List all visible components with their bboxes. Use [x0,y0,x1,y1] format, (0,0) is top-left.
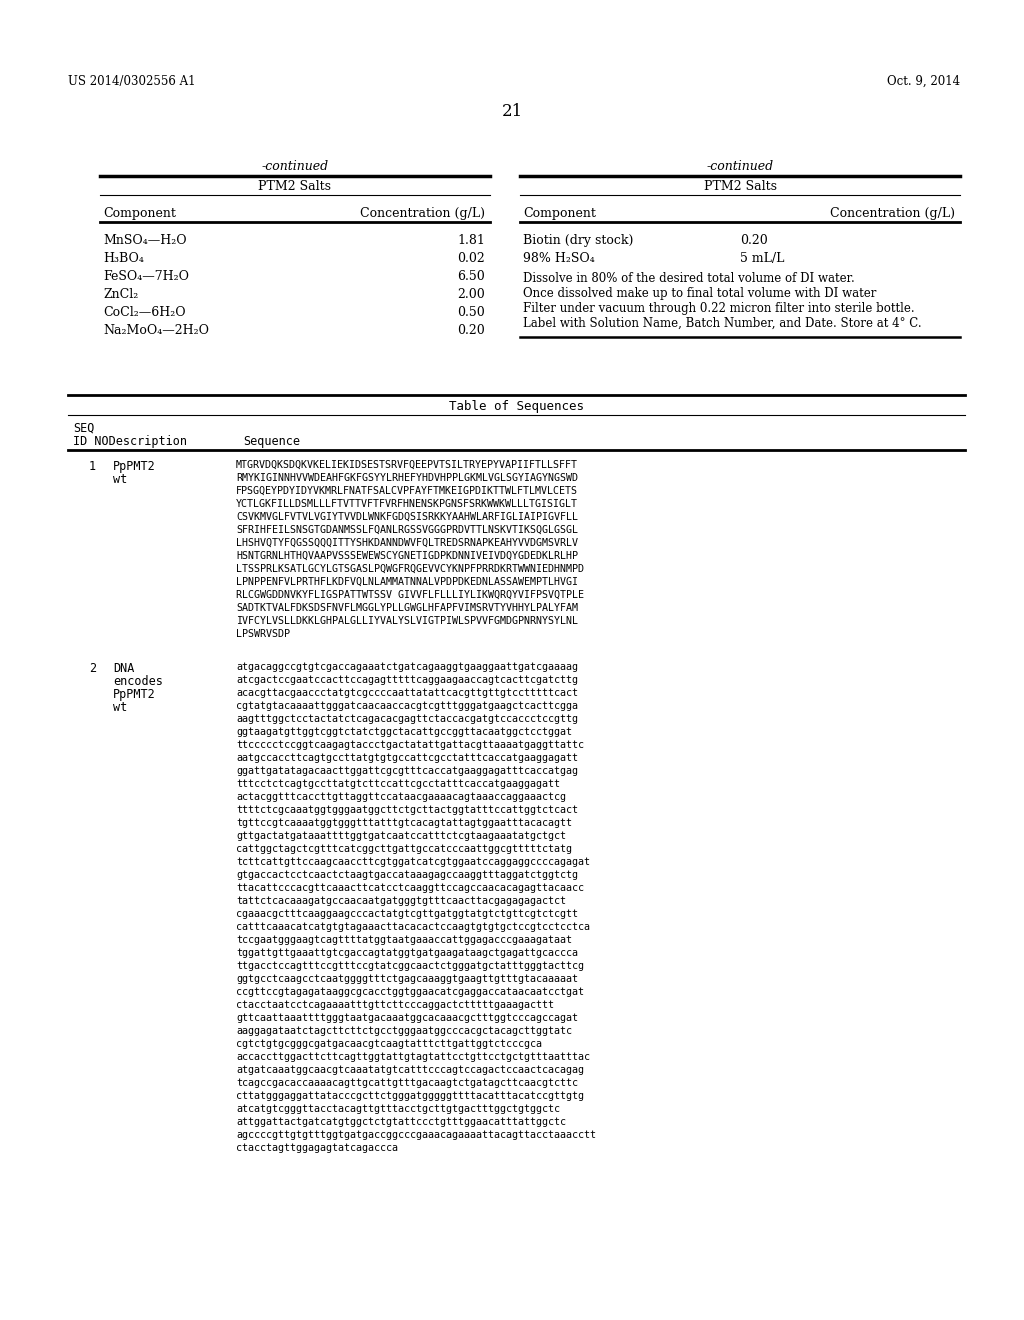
Text: wt: wt [113,701,127,714]
Text: DNA: DNA [113,663,134,675]
Text: MTGRVDQKSDQKVKELIEKIDSESTSRVFQEEPVTSILTRYEPYVAPIIFTLLSFFT: MTGRVDQKSDQKVKELIEKIDSESTSRVFQEEPVTSILTR… [236,459,578,470]
Text: ccgttccgtagagataaggcgcacctggtggaacatcgaggaccataacaatcctgat: ccgttccgtagagataaggcgcacctggtggaacatcgag… [236,987,584,997]
Text: Dissolve in 80% of the desired total volume of DI water.: Dissolve in 80% of the desired total vol… [523,272,855,285]
Text: 5 mL/L: 5 mL/L [740,252,784,265]
Text: wt: wt [113,473,127,486]
Text: tccgaatgggaagtcagttttatggtaatgaaaccattggagacccgaaagataat: tccgaatgggaagtcagttttatggtaatgaaaccattgg… [236,935,572,945]
Text: ggattgatatagacaacttggattcgcgtttcaccatgaaggagatttcaccatgag: ggattgatatagacaacttggattcgcgtttcaccatgaa… [236,766,578,776]
Text: gttcaattaaattttgggtaatgacaaatggcacaaacgctttggtcccagccagat: gttcaattaaattttgggtaatgacaaatggcacaaacgc… [236,1012,578,1023]
Text: LPSWRVSDP: LPSWRVSDP [236,630,290,639]
Text: Concentration (g/L): Concentration (g/L) [830,207,955,220]
Text: gttgactatgataaattttggtgatcaatccatttctcgtaagaaatatgctgct: gttgactatgataaattttggtgatcaatccatttctcgt… [236,832,566,841]
Text: Concentration (g/L): Concentration (g/L) [360,207,485,220]
Text: Sequence: Sequence [243,436,300,447]
Text: acacgttacgaaccctatgtcgccccaattatattcacgttgttgtcctttttcact: acacgttacgaaccctatgtcgccccaattatattcacgt… [236,688,578,698]
Text: SADTKTVALFDKSDSFNVFLMGGLYPLLGWGLHFAPFVIMSRVTYVHHYLPALYFAM: SADTKTVALFDKSDSFNVFLMGGLYPLLGWGLHFAPFVIM… [236,603,578,612]
Text: tcttcattgttccaagcaaccttcgtggatcatcgtggaatccaggaggccccagagat: tcttcattgttccaagcaaccttcgtggatcatcgtggaa… [236,857,590,867]
Text: Oct. 9, 2014: Oct. 9, 2014 [887,75,961,88]
Text: LTSSPRLKSATLGCYLGTSGASLPQWGFRQGEVVCYKNPFPRRDKRTWWNIEDHNMPD: LTSSPRLKSATLGCYLGTSGASLPQWGFRQGEVVCYKNPF… [236,564,584,574]
Text: -continued: -continued [707,160,773,173]
Text: aaggagataatctagcttcttctgcctgggaatggcccacgctacagcttggtatc: aaggagataatctagcttcttctgcctgggaatggcccac… [236,1026,572,1036]
Text: Biotin (dry stock): Biotin (dry stock) [523,234,634,247]
Text: encodes: encodes [113,675,163,688]
Text: cttatgggaggattatacccgcttctgggatgggggttttacatttacatccgttgtg: cttatgggaggattatacccgcttctgggatgggggtttt… [236,1092,584,1101]
Text: tgttccgtcaaaatggtgggtttatttgtcacagtattagtggaatttacacagtt: tgttccgtcaaaatggtgggtttatttgtcacagtattag… [236,818,572,828]
Text: PpPMT2: PpPMT2 [113,688,156,701]
Text: Na₂MoO₄—2H₂O: Na₂MoO₄—2H₂O [103,323,209,337]
Text: Component: Component [103,207,176,220]
Text: H₃BO₄: H₃BO₄ [103,252,144,265]
Text: cattggctagctcgtttcatcggcttgattgccatcccaattggcgtttttctatg: cattggctagctcgtttcatcggcttgattgccatcccaa… [236,843,572,854]
Text: cgaaacgctttcaaggaagcccactatgtcgttgatggtatgtctgttcgtctcgtt: cgaaacgctttcaaggaagcccactatgtcgttgatggta… [236,909,578,919]
Text: PpPMT2: PpPMT2 [113,459,156,473]
Text: actacggtttcaccttgttaggttccataacgaaaacagtaaaccaggaaactcg: actacggtttcaccttgttaggttccataacgaaaacagt… [236,792,566,803]
Text: LPNPPENFVLPRTHFLKDFVQLNLAMMATNNALVPDPDKEDNLASSAWEMPTLHVGI: LPNPPENFVLPRTHFLKDFVQLNLAMMATNNALVPDPDKE… [236,577,578,587]
Text: atcgactccgaatccacttccagagtttttcaggaagaaccagtcacttcgatcttg: atcgactccgaatccacttccagagtttttcaggaagaac… [236,675,578,685]
Text: CoCl₂—6H₂O: CoCl₂—6H₂O [103,306,185,319]
Text: IVFCYLVSLLDKKLGHPALGLLIYVALYSLVIGTPIWLSPVVFGMDGPNRNYSYLNL: IVFCYLVSLLDKKLGHPALGLLIYVALYSLVIGTPIWLSP… [236,616,578,626]
Text: ctacctagttggagagtatcagaccca: ctacctagttggagagtatcagaccca [236,1143,398,1152]
Text: -continued: -continued [261,160,329,173]
Text: accaccttggacttcttcagttggtattgtagtattcctgttcctgctgtttaatttac: accaccttggacttcttcagttggtattgtagtattcctg… [236,1052,590,1063]
Text: ttccccctccggtcaagagtaccctgactatattgattacgttaaaatgaggttattc: ttccccctccggtcaagagtaccctgactatattgattac… [236,741,584,750]
Text: ctacctaatcctcagaaaatttgttcttcccaggactctttttgaaagacttt: ctacctaatcctcagaaaatttgttcttcccaggactctt… [236,1001,554,1010]
Text: Component: Component [523,207,596,220]
Text: HSNTGRNLHTHQVAAPVSSSEWEWSCYGNETIGDPKDNNIVEIVDQYGDEDKLRLHP: HSNTGRNLHTHQVAAPVSSSEWEWSCYGNETIGDPKDNNI… [236,550,578,561]
Text: tttcctctcagtgccttatgtcttccattcgcctatttcaccatgaaggagatt: tttcctctcagtgccttatgtcttccattcgcctatttca… [236,779,560,789]
Text: SFRIHFEILSNSGTGDANMSSLFQANLRGSSVGGGPRDVTTLNSKVTIKSQGLGSGL: SFRIHFEILSNSGTGDANMSSLFQANLRGSSVGGGPRDVT… [236,525,578,535]
Text: MnSO₄—H₂O: MnSO₄—H₂O [103,234,186,247]
Text: FeSO₄—7H₂O: FeSO₄—7H₂O [103,271,189,282]
Text: atgacaggccgtgtcgaccagaaatctgatcagaaggtgaaggaattgatcgaaaag: atgacaggccgtgtcgaccagaaatctgatcagaaggtga… [236,663,578,672]
Text: atcatgtcgggttacctacagttgtttacctgcttgtgactttggctgtggctc: atcatgtcgggttacctacagttgtttacctgcttgtgac… [236,1104,560,1114]
Text: 2: 2 [89,663,96,675]
Text: ID NODescription: ID NODescription [73,436,187,447]
Text: 0.20: 0.20 [458,323,485,337]
Text: ttttctcgcaaatggtgggaatggcttctgcttactggtatttccattggtctcact: ttttctcgcaaatggtgggaatggcttctgcttactggta… [236,805,578,814]
Text: aatgccaccttcagtgccttatgtgtgccattcgcctatttcaccatgaaggagatt: aatgccaccttcagtgccttatgtgtgccattcgcctatt… [236,752,578,763]
Text: 2.00: 2.00 [458,288,485,301]
Text: gtgaccactcctcaactctaagtgaccataaagagccaaggtttaggatctggtctg: gtgaccactcctcaactctaagtgaccataaagagccaag… [236,870,578,880]
Text: ggtaagatgttggtcggtctatctggctacattgccggttacaatggctcctggat: ggtaagatgttggtcggtctatctggctacattgccggtt… [236,727,572,737]
Text: 6.50: 6.50 [458,271,485,282]
Text: catttcaaacatcatgtgtagaaacttacacactccaagtgtgtgctccgtcctcctca: catttcaaacatcatgtgtagaaacttacacactccaagt… [236,921,590,932]
Text: PTM2 Salts: PTM2 Salts [258,180,332,193]
Text: cgtatgtacaaaattgggatcaacaaccacgtcgtttgggatgaagctcacttcgga: cgtatgtacaaaattgggatcaacaaccacgtcgtttggg… [236,701,578,711]
Text: attggattactgatcatgtggctctgtattccctgtttggaacatttattggctc: attggattactgatcatgtggctctgtattccctgtttgg… [236,1117,566,1127]
Text: US 2014/0302556 A1: US 2014/0302556 A1 [68,75,196,88]
Text: ttacattcccacgttcaaacttcatcctcaaggttccagccaacacagagttacaacc: ttacattcccacgttcaaacttcatcctcaaggttccagc… [236,883,584,894]
Text: Once dissolved make up to final total volume with DI water: Once dissolved make up to final total vo… [523,286,877,300]
Text: 98% H₂SO₄: 98% H₂SO₄ [523,252,595,265]
Text: LHSHVQTYFQGSSQQQITTYSHKDANNDWVFQLTREDSRNAPKEAHYVVDGMSVRLV: LHSHVQTYFQGSSQQQITTYSHKDANNDWVFQLTREDSRN… [236,539,578,548]
Text: RMYKIGINNHVVWDEAHFGKFGSYYLRHEFYHDVHPPLGKMLVGLSGYIAGYNGSWD: RMYKIGINNHVVWDEAHFGKFGSYYLRHEFYHDVHPPLGK… [236,473,578,483]
Text: tggattgttgaaattgtcgaccagtatggtgatgaagataagctgagattgcaccca: tggattgttgaaattgtcgaccagtatggtgatgaagata… [236,948,578,958]
Text: 21: 21 [502,103,522,120]
Text: atgatcaaatggcaacgtcaaatatgtcatttcccagtccagactccaactcacagag: atgatcaaatggcaacgtcaaatatgtcatttcccagtcc… [236,1065,584,1074]
Text: 1: 1 [89,459,96,473]
Text: SEQ: SEQ [73,422,94,436]
Text: aagtttggctcctactatctcagacacgagttctaccacgatgtccaccctccgttg: aagtttggctcctactatctcagacacgagttctaccacg… [236,714,578,723]
Text: RLCGWGDDNVKYFLIGSPATTWTSSV GIVVFLFLLLIYLIKWQRQYVIFPSVQTPLE: RLCGWGDDNVKYFLIGSPATTWTSSV GIVVFLFLLLIYL… [236,590,584,601]
Text: ttgacctccagtttccgtttccgtatcggcaactctgggatgctatttgggtacttcg: ttgacctccagtttccgtttccgtatcggcaactctggga… [236,961,584,972]
Text: PTM2 Salts: PTM2 Salts [703,180,776,193]
Text: 0.20: 0.20 [740,234,768,247]
Text: 1.81: 1.81 [457,234,485,247]
Text: CSVKMVGLFVTVLVGIYTVVDLWNKFGDQSISRKKYAAHWLARFIGLIAIPIGVFLL: CSVKMVGLFVTVLVGIYTVVDLWNKFGDQSISRKKYAAHW… [236,512,578,521]
Text: agccccgttgtgtttggtgatgaccggcccgaaacagaaaattacagttacctaaacctt: agccccgttgtgtttggtgatgaccggcccgaaacagaaa… [236,1130,596,1140]
Text: 0.50: 0.50 [458,306,485,319]
Text: Table of Sequences: Table of Sequences [449,400,584,413]
Text: Label with Solution Name, Batch Number, and Date. Store at 4° C.: Label with Solution Name, Batch Number, … [523,317,922,330]
Text: tcagccgacaccaaaacagttgcattgtttgacaagtctgatagcttcaacgtcttc: tcagccgacaccaaaacagttgcattgtttgacaagtctg… [236,1078,578,1088]
Text: YCTLGKFILLDSMLLLFTVTTVFTFVRFHNENSKPGNSFSRKWWKWLLLTGISIGLT: YCTLGKFILLDSMLLLFTVTTVFTFVRFHNENSKPGNSFS… [236,499,578,510]
Text: cgtctgtgcgggcgatgacaacgtcaagtatttcttgattggtctcccgca: cgtctgtgcgggcgatgacaacgtcaagtatttcttgatt… [236,1039,542,1049]
Text: ZnCl₂: ZnCl₂ [103,288,138,301]
Text: Filter under vacuum through 0.22 micron filter into sterile bottle.: Filter under vacuum through 0.22 micron … [523,302,914,315]
Text: ggtgcctcaagcctcaatggggtttctgagcaaaggtgaagttgtttgtacaaaaat: ggtgcctcaagcctcaatggggtttctgagcaaaggtgaa… [236,974,578,983]
Text: FPSGQEYPDYIDYVKMRLFNATFSALCVPFAYFTMKEIGPDIKTTWLFTLMVLCETS: FPSGQEYPDYIDYVKMRLFNATFSALCVPFAYFTMKEIGP… [236,486,578,496]
Text: 0.02: 0.02 [458,252,485,265]
Text: tattctcacaaagatgccaacaatgatgggtgtttcaacttacgagagagactct: tattctcacaaagatgccaacaatgatgggtgtttcaact… [236,896,566,906]
